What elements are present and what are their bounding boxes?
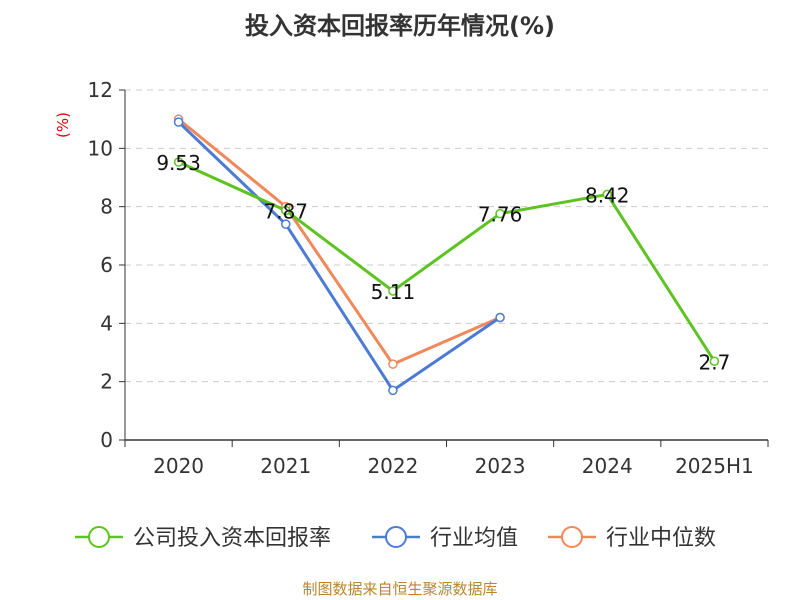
legend: 公司投入资本回报率 行业均值 行业中位数 — [75, 526, 716, 551]
y-axis-label: (%) — [54, 112, 72, 138]
y-tick-label: 12 — [88, 78, 113, 102]
x-tick-label: 2022 — [367, 454, 418, 478]
series-line — [177, 118, 501, 366]
data-label: 8.42 — [585, 183, 630, 207]
legend-label: 公司投入资本回报率 — [133, 526, 331, 551]
data-point — [388, 385, 398, 396]
data-label: 9.53 — [156, 151, 201, 175]
data-label: 7.87 — [263, 199, 308, 223]
series-lines — [173, 114, 720, 396]
data-label: 7.76 — [478, 203, 523, 227]
legend-marker — [88, 526, 110, 548]
y-tick-label: 10 — [88, 136, 113, 160]
x-tick-label: 2021 — [260, 454, 311, 478]
y-tick-label: 2 — [100, 370, 113, 394]
data-point — [173, 157, 184, 167]
x-tick-label: 2023 — [475, 454, 526, 478]
x-tick-label: 2024 — [582, 454, 633, 478]
x-tick-label: 2020 — [153, 454, 204, 478]
data-point — [388, 286, 398, 296]
data-label: 5.11 — [371, 280, 416, 304]
axes: 0 2 4 6 8 10 12 (%) 2020 2021 2022 2023 2024 2025H1 — [54, 78, 769, 478]
y-tick-label: 6 — [100, 253, 113, 277]
x-tick-label: 2025H1 — [675, 454, 754, 478]
data-point — [281, 205, 291, 216]
grid-lines — [125, 89, 768, 383]
data-point — [709, 356, 720, 366]
data-point — [495, 312, 505, 323]
y-tick-label: 8 — [100, 195, 113, 219]
series-line — [177, 160, 716, 363]
legend-marker — [561, 526, 583, 548]
data-point — [281, 219, 291, 229]
series-line — [177, 120, 501, 392]
legend-label: 行业中位数 — [606, 526, 716, 551]
y-tick-label: 0 — [100, 428, 113, 452]
legend-label: 行业均值 — [430, 526, 518, 551]
data-labels: 9.53 7.87 5.11 7.76 8.42 2.7 — [156, 151, 730, 374]
data-point — [173, 117, 184, 127]
data-label: 2.7 — [699, 350, 731, 374]
y-tick-label: 4 — [100, 311, 113, 335]
data-point — [602, 189, 612, 200]
legend-marker — [385, 526, 407, 548]
chart-title: 投入资本回报率历年情况(%) — [245, 12, 555, 40]
source-note: 制图数据来自恒生聚源数据库 — [302, 580, 498, 598]
data-point — [495, 208, 505, 219]
data-point — [388, 359, 398, 369]
